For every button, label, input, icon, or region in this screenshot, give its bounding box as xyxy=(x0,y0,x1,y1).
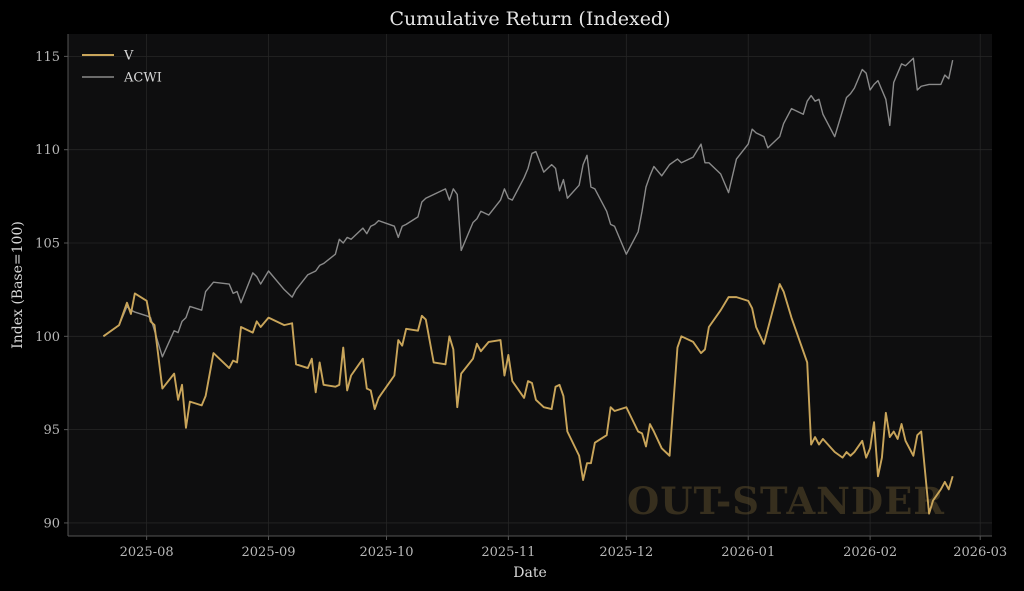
x-tick-label: 2026-03 xyxy=(953,545,1007,560)
y-tick-label: 100 xyxy=(35,330,60,345)
y-tick-label: 110 xyxy=(35,143,60,158)
x-tick-label: 2026-01 xyxy=(721,545,775,560)
tick-labels: 90 95 100 105 110 115 2025-08 2025-09 2025-10 202… xyxy=(35,50,1007,560)
x-tick-label: 2025-12 xyxy=(599,545,653,560)
x-axis-title: Date xyxy=(513,565,546,581)
legend-label-acwi: ACWI xyxy=(123,71,162,86)
x-tick-label: 2025-11 xyxy=(481,545,535,560)
x-tick-label: 2025-08 xyxy=(120,545,174,560)
x-tick-label: 2026-02 xyxy=(843,545,897,560)
y-tick-label: 95 xyxy=(43,423,60,438)
y-tick-label: 90 xyxy=(43,516,60,531)
series-line-acwi xyxy=(102,57,954,358)
grid-lines xyxy=(68,34,992,536)
x-tick-label: 2025-10 xyxy=(359,545,413,560)
x-tick-label: 2025-09 xyxy=(242,545,296,560)
plot-area xyxy=(68,34,992,536)
axes xyxy=(64,34,992,540)
series-lines xyxy=(102,57,954,515)
y-tick-label: 105 xyxy=(35,237,60,252)
chart-title: Cumulative Return (Indexed) xyxy=(389,8,670,30)
y-tick-label: 115 xyxy=(35,50,60,65)
legend: V ACWI xyxy=(82,49,162,86)
legend-label-v: V xyxy=(123,49,134,64)
series-line-v xyxy=(102,283,954,515)
watermark-text: OUT-STANDER xyxy=(627,479,945,523)
y-axis-title: Index (Base=100) xyxy=(10,221,26,349)
